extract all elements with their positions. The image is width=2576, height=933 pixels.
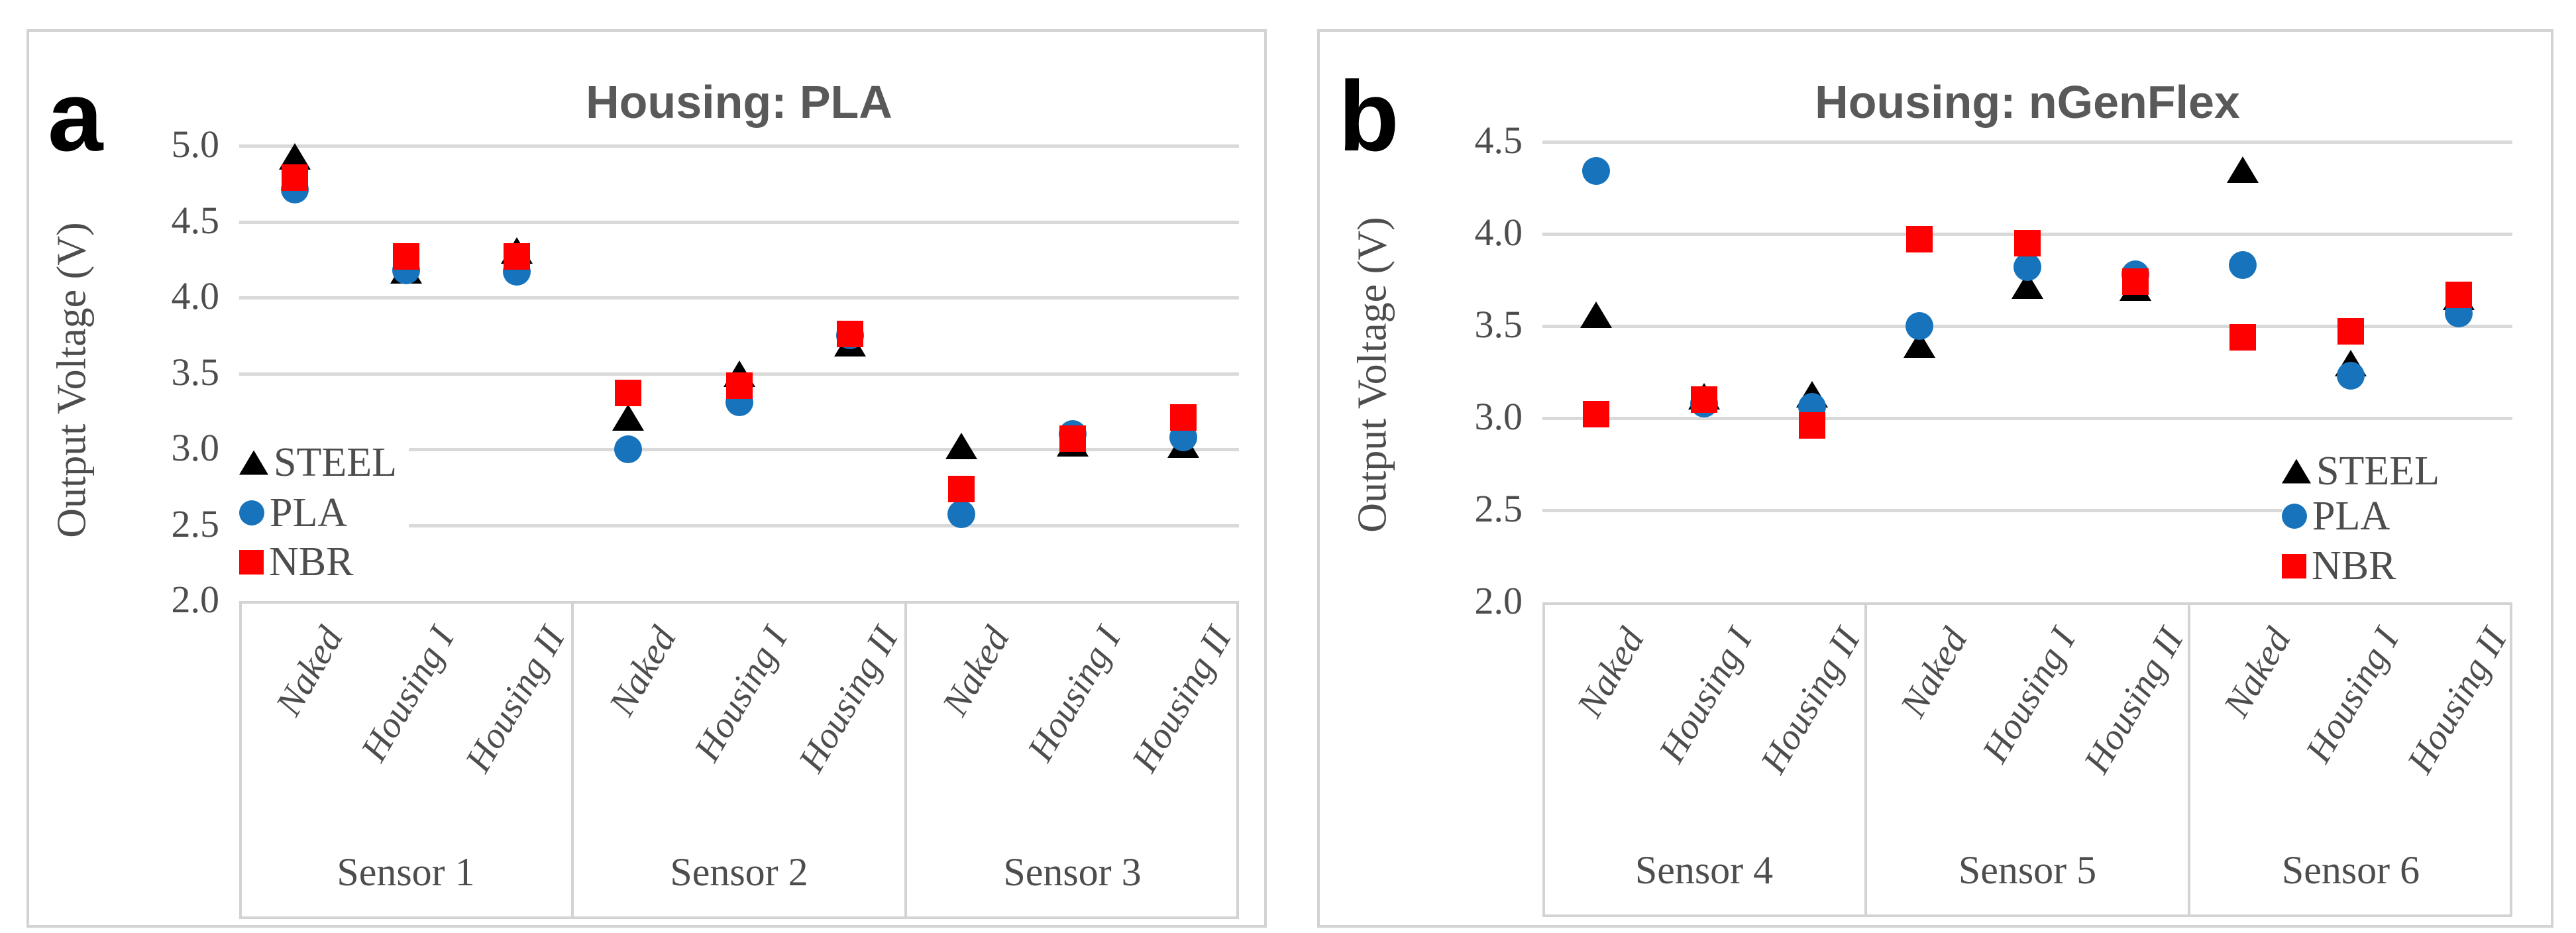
gridline <box>239 448 1239 451</box>
pla-circle-icon <box>239 500 264 525</box>
marker-pla <box>1905 312 1933 340</box>
sensor-group-label: Sensor 3 <box>1003 850 1142 894</box>
marker-steel <box>2227 156 2259 183</box>
y-tick-label: 4.0 <box>1474 211 1523 254</box>
legend-label: PLA <box>2312 493 2390 539</box>
marker-nbr <box>2445 282 2472 308</box>
category-axis-band <box>1542 602 2512 917</box>
marker-nbr <box>948 476 975 502</box>
marker-pla <box>2229 251 2257 279</box>
gridline <box>1542 417 2512 420</box>
chart-title: Housing: nGenFlex <box>1815 76 2240 128</box>
sensor-group-label: Sensor 4 <box>1635 848 1774 892</box>
gridline <box>1542 509 2512 512</box>
marker-pla <box>2337 362 2365 390</box>
group-divider <box>2188 602 2190 917</box>
legend-label: NBR <box>2312 543 2396 588</box>
marker-nbr <box>393 243 419 270</box>
sensor-group-label: Sensor 6 <box>2281 848 2420 892</box>
marker-pla <box>614 435 642 463</box>
legend-label: PLA <box>270 490 348 535</box>
y-tick-label: 2.0 <box>1474 579 1523 622</box>
steel-triangle-icon <box>239 450 268 475</box>
panel-letter: b <box>1338 60 1399 172</box>
panel-letter: a <box>48 60 103 172</box>
y-tick-label: 3.5 <box>1474 303 1523 346</box>
gridline <box>239 144 1239 148</box>
legend-item-nbr: NBR <box>2282 541 2396 591</box>
y-tick-label: 4.0 <box>171 274 220 317</box>
marker-steel <box>1580 302 1612 328</box>
legend-label: STEEL <box>2316 448 2440 494</box>
sensor-group-label: Sensor 1 <box>337 850 475 894</box>
legend-item-pla: PLA <box>239 488 347 538</box>
chart-panel-a: a Housing: PLA Output Voltage (V) STEEL … <box>27 29 1267 928</box>
marker-pla <box>2013 253 2041 281</box>
y-tick-label: 4.5 <box>171 199 220 242</box>
y-tick-label: 4.5 <box>1474 119 1523 162</box>
marker-nbr <box>504 243 530 270</box>
chart-panel-b: b Housing: nGenFlex Output Voltage (V) S… <box>1317 29 2553 928</box>
marker-nbr <box>2337 318 2364 345</box>
y-tick-label: 3.0 <box>1474 395 1523 438</box>
nbr-square-icon <box>2282 553 2306 578</box>
nbr-square-icon <box>239 549 264 575</box>
marker-nbr <box>1799 412 1825 439</box>
marker-steel <box>612 404 644 431</box>
marker-nbr <box>2014 230 2041 256</box>
marker-nbr <box>726 372 753 399</box>
marker-nbr <box>837 321 863 347</box>
pla-circle-icon <box>2282 504 2307 529</box>
gridline <box>239 524 1239 527</box>
group-divider <box>904 601 907 919</box>
steel-triangle-icon <box>2282 459 2311 484</box>
legend-label: NBR <box>269 539 354 584</box>
gridline <box>239 296 1239 300</box>
sensor-group-label: Sensor 5 <box>1958 848 2097 892</box>
marker-nbr <box>282 164 308 191</box>
legend-item-pla: PLA <box>2282 491 2390 541</box>
group-divider <box>571 601 574 919</box>
category-axis-band <box>239 601 1239 919</box>
marker-pla <box>1582 157 1610 185</box>
marker-steel <box>945 433 977 459</box>
legend-item-steel: STEEL <box>2282 446 2440 496</box>
marker-nbr <box>1583 401 1609 427</box>
y-axis-title: Output Voltage (V) <box>1350 217 1395 533</box>
y-tick-label: 2.0 <box>171 578 220 621</box>
y-tick-label: 3.5 <box>171 351 220 394</box>
marker-nbr <box>2122 268 2149 295</box>
marker-nbr <box>1906 226 1933 252</box>
chart-title: Housing: PLA <box>586 76 892 128</box>
y-tick-label: 5.0 <box>171 123 220 166</box>
marker-pla <box>947 500 975 528</box>
y-tick-label: 3.0 <box>171 426 220 469</box>
marker-nbr <box>1170 404 1197 431</box>
legend: STEEL PLA NBR <box>2282 444 2512 591</box>
marker-nbr <box>1059 425 1086 452</box>
y-tick-label: 2.5 <box>171 502 220 545</box>
legend-item-steel: STEEL <box>239 437 397 488</box>
y-tick-label: 2.5 <box>1474 487 1523 530</box>
marker-nbr <box>2229 324 2256 351</box>
gridline <box>1542 325 2512 328</box>
sensor-group-label: Sensor 2 <box>670 850 808 894</box>
legend-label: STEEL <box>274 439 397 485</box>
group-divider <box>1864 602 1867 917</box>
marker-nbr <box>1691 386 1717 413</box>
marker-nbr <box>615 380 641 406</box>
gridline <box>239 221 1239 224</box>
gridline <box>1542 140 2512 144</box>
y-axis-title: Output Voltage (V) <box>49 222 95 538</box>
legend: STEEL PLA NBR <box>239 429 409 588</box>
legend-item-nbr: NBR <box>239 537 353 587</box>
